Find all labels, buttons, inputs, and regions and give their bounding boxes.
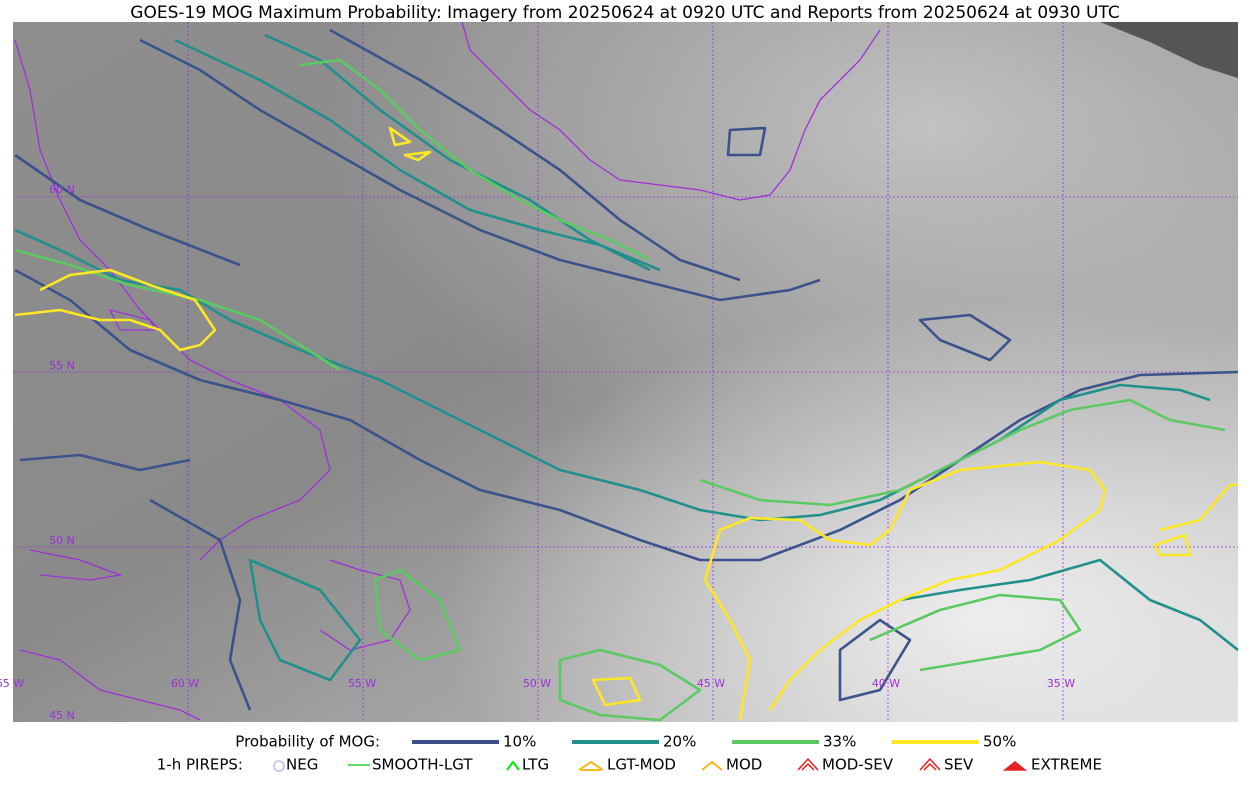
contour [699, 398, 1226, 507]
lon-label: 50 W [523, 677, 551, 690]
contour [149, 498, 252, 711]
contour [14, 268, 1239, 562]
pirep-icon [578, 760, 604, 771]
lon-label: 35 W [1047, 677, 1075, 690]
contour [373, 568, 462, 662]
legend-entry: 10% [503, 733, 536, 751]
lon-label: 60 W [171, 677, 199, 690]
legend-label: 1-h PIREPS: [157, 756, 243, 774]
pirep-icon [797, 757, 819, 771]
no-data [1100, 22, 1238, 78]
lon-label: 45 W [697, 677, 725, 690]
legend-entry: LTG [522, 756, 549, 774]
contour [558, 648, 702, 722]
legend-label: Probability of MOG: [235, 733, 380, 751]
legend-entry: LGT-MOD [607, 756, 676, 774]
contour [838, 618, 912, 702]
graticule [13, 22, 1238, 722]
contour [19, 453, 191, 472]
contour [1159, 483, 1238, 532]
contour [591, 676, 642, 707]
contour [869, 593, 1082, 672]
legend-entry: SEV [944, 756, 974, 774]
legend: Probability of MOG: 10% 20% 33% 50% 1-h PIREP… [157, 733, 1102, 774]
contour [403, 150, 432, 162]
lon-label: 55 W [348, 677, 376, 690]
legend-entry: 50% [983, 733, 1016, 751]
pirep-icon [1002, 761, 1028, 771]
contour [329, 28, 741, 282]
contour [174, 38, 661, 272]
contour [264, 33, 651, 272]
contour [299, 58, 651, 262]
contour [918, 313, 1012, 362]
lat-label: 55 N [49, 359, 75, 372]
geo-labels: 60 N 55 N 50 N 45 N 65 W 60 W 55 W 50 W 45 W 40 W… [0, 183, 1075, 722]
lat-label: 60 N [49, 183, 75, 196]
contour [1153, 533, 1192, 557]
contour [726, 126, 767, 157]
lon-label: 65 W [0, 677, 24, 690]
pirep-icon [273, 760, 285, 772]
contour [14, 153, 241, 267]
contour [899, 558, 1239, 652]
legend-entry: 20% [663, 733, 696, 751]
contour [388, 126, 412, 147]
contour [248, 558, 362, 682]
contours [14, 28, 1239, 722]
legend-entry: 33% [823, 733, 856, 751]
pirep-icon [919, 757, 941, 771]
coastlines [14, 21, 881, 721]
lat-label: 50 N [49, 534, 75, 547]
legend-entry: SMOOTH-LGT [372, 756, 473, 774]
contour [14, 268, 217, 352]
contour [703, 460, 1107, 721]
legend-entry: NEG [286, 756, 318, 774]
contour [14, 248, 341, 372]
lon-label: 40 W [872, 677, 900, 690]
pirep-icon [506, 760, 520, 771]
legend-entry: MOD [726, 756, 762, 774]
title: GOES-19 MOG Maximum Probability: Imagery… [130, 3, 1119, 23]
lat-label: 45 N [49, 709, 75, 722]
contour [139, 38, 821, 302]
legend-entry: EXTREME [1031, 756, 1102, 774]
legend-entry: MOD-SEV [822, 756, 894, 774]
pirep-icon [701, 760, 723, 771]
map: 60 N 55 N 50 N 45 N 65 W 60 W 55 W 50 W 45 W 40 W… [0, 21, 1239, 722]
